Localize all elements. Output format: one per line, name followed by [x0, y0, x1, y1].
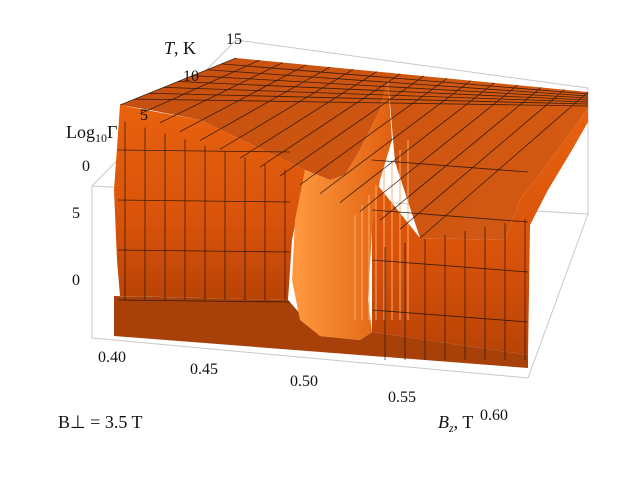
box-edge-back-top — [235, 39, 589, 89]
z-tick-back-0: 0 — [82, 158, 90, 175]
y-tick-1: 15 — [226, 31, 242, 48]
mesh-front-left-h-1 — [117, 199, 291, 203]
mesh-top-row-5 — [163, 86, 589, 103]
x-axis-ticks: 0.40 0.45 0.50 0.55 0.60 — [98, 349, 508, 424]
y-axis-title: T, K — [164, 38, 196, 58]
box-edge-bottom-right — [527, 213, 589, 379]
field-label: B⊥ = 3.5 T — [58, 412, 143, 432]
mesh-top-col-11 — [339, 82, 495, 203]
mesh-top-col-6 — [239, 71, 378, 159]
surface-floor — [114, 296, 528, 368]
mesh-front-right-h-3 — [371, 309, 529, 323]
mesh-top-col-10 — [319, 80, 471, 194]
z-axis-ticks: 5 0 5 0 — [72, 107, 148, 289]
mesh-top-col-4 — [199, 66, 331, 141]
mesh-top-col-8 — [279, 75, 424, 177]
mesh-front-left-h-0 — [117, 149, 291, 153]
mesh-front-left-h-2 — [117, 249, 291, 253]
surface-resonance-ridge — [292, 80, 392, 340]
x-tick-4: 0.60 — [480, 407, 508, 424]
z-tick-front-0: 0 — [72, 272, 80, 289]
mesh-top-col-15 — [419, 91, 589, 239]
mesh-top-row-2 — [206, 69, 589, 97]
z-axis-title: Log10Γ — [66, 122, 117, 145]
surface-top — [120, 58, 588, 240]
mesh-top-col-2 — [159, 62, 284, 124]
mesh-top-col-13 — [379, 87, 542, 221]
resonance-streaks — [354, 140, 409, 320]
mesh-top-col-1 — [139, 59, 260, 115]
x-tick-2: 0.50 — [290, 373, 318, 390]
x-tick-0: 0.40 — [98, 349, 126, 366]
surface-mesh — [117, 57, 589, 360]
mesh-front-right-h-1 — [371, 209, 529, 223]
z-tick-back-5: 5 — [140, 107, 148, 124]
y-tick-0: 10 — [183, 68, 199, 85]
mesh-top-col-5 — [219, 68, 354, 150]
x-tick-3: 0.55 — [388, 389, 416, 406]
mesh-top-row-7 — [134, 98, 589, 107]
z-tick-front-5: 5 — [72, 205, 80, 222]
mesh-front-right-h-0 — [371, 159, 529, 173]
mesh-front-right-h-2 — [371, 259, 529, 273]
mesh-top-row-4 — [177, 81, 589, 101]
surface-front-right — [372, 108, 588, 355]
mesh-top-row-1 — [221, 63, 589, 95]
x-tick-1: 0.45 — [190, 361, 218, 378]
y-axis-ticks: 10 15 — [183, 31, 242, 85]
mesh-front-left-h-3 — [117, 299, 291, 303]
mesh-top-row-3 — [192, 75, 589, 99]
mesh-top-col-14 — [399, 89, 565, 230]
box-edge-bottom-front — [91, 337, 529, 379]
mesh-top-col-3 — [179, 64, 307, 132]
mesh-top-col-12 — [359, 84, 518, 212]
mesh-top-row-6 — [148, 92, 589, 105]
x-axis-title: Bz, T — [438, 412, 473, 435]
